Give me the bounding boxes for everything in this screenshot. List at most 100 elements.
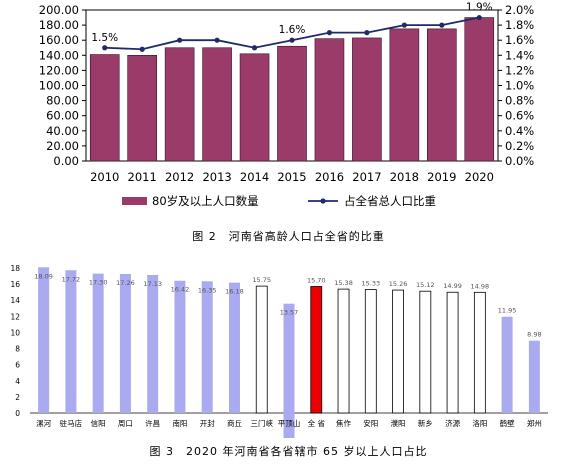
line-data-label: 1.5% bbox=[91, 32, 118, 44]
bar-value-label: 17.72 bbox=[62, 275, 81, 283]
line-data-label: 1.6% bbox=[279, 24, 306, 36]
bar-2014 bbox=[239, 53, 270, 162]
bar-济源 bbox=[446, 291, 459, 414]
bar-2020 bbox=[464, 17, 495, 162]
y-tick-label: 4 bbox=[15, 377, 20, 386]
legend-swatch-marker bbox=[320, 198, 326, 204]
bar-value-label: 16.42 bbox=[171, 286, 190, 294]
y-tick-label: 14 bbox=[10, 296, 20, 305]
bar-2012 bbox=[164, 47, 195, 162]
bar-value-label: 14.98 bbox=[471, 282, 490, 290]
x-tick-label: 安阳 bbox=[363, 418, 378, 428]
line-point-2011 bbox=[139, 46, 145, 52]
line-point-2020 bbox=[476, 14, 482, 21]
line-point-2017 bbox=[364, 30, 370, 36]
y-left-tick-label: 60.00 bbox=[46, 109, 79, 123]
x-tick-label: 信阳 bbox=[91, 418, 106, 428]
bar-2016 bbox=[314, 38, 345, 162]
line-point-2015 bbox=[289, 37, 295, 43]
y-tick-label: 16 bbox=[10, 280, 20, 289]
line-point-2010 bbox=[102, 45, 108, 51]
bar-value-label: 16.18 bbox=[225, 288, 244, 296]
chart-3-bar: 0 2 4 6 8 10 12 14 16 18 18.09 漯河 17.72 驻马店 17.30 信阳 17.… bbox=[10, 264, 548, 438]
line-point-2016 bbox=[326, 30, 333, 36]
bar-2010 bbox=[89, 54, 120, 162]
bar-周口 bbox=[119, 273, 131, 413]
x-tick-label: 全 省 bbox=[308, 418, 326, 428]
legend-swatch-bars bbox=[122, 197, 147, 205]
line-point-2013 bbox=[214, 37, 220, 43]
bar-洛阳 bbox=[473, 291, 486, 414]
y-right-tick-label: 0.2% bbox=[505, 139, 534, 153]
bar-安阳 bbox=[364, 289, 377, 414]
bar-2017 bbox=[352, 37, 382, 162]
bar-2018 bbox=[389, 28, 420, 162]
y-left-tick-label: 200.00 bbox=[39, 3, 79, 17]
x-tick-label: 2017 bbox=[352, 170, 381, 184]
x-tick-label: 鹤壁 bbox=[500, 418, 515, 428]
bar-三门峡 bbox=[255, 285, 268, 414]
bar-新乡 bbox=[419, 290, 432, 414]
bar-value-label: 13.57 bbox=[280, 309, 299, 317]
bar-平顶山 bbox=[283, 303, 295, 438]
chart-3-caption: 图 3 2020 年河南省各省辖市 65 岁以上人口占比 bbox=[149, 445, 428, 458]
y-tick-label: 12 bbox=[10, 312, 20, 321]
x-tick-label: 开封 bbox=[200, 418, 215, 428]
y-left-tick-label: 160.00 bbox=[39, 33, 79, 47]
x-tick-label: 2019 bbox=[427, 170, 456, 184]
x-tick-label: 南阳 bbox=[172, 418, 187, 428]
x-tick-label: 2013 bbox=[202, 170, 231, 184]
x-tick-label: 2016 bbox=[315, 170, 344, 184]
y-left-tick-label: 20.00 bbox=[46, 139, 79, 153]
bar-value-label: 17.30 bbox=[89, 279, 108, 287]
x-tick-label: 郑州 bbox=[527, 418, 542, 428]
bar-value-label: 16.35 bbox=[198, 286, 217, 294]
y-left-tick-label: 140.00 bbox=[39, 48, 79, 62]
bar-value-label: 17.13 bbox=[143, 280, 162, 288]
bar-2019 bbox=[427, 28, 457, 162]
x-tick-label: 2012 bbox=[165, 170, 194, 184]
bar-2011 bbox=[127, 54, 157, 162]
y-left-tick-label: 40.00 bbox=[46, 124, 79, 138]
bar-2015 bbox=[277, 45, 307, 162]
bar-value-label: 14.99 bbox=[443, 282, 462, 290]
line-point-2018 bbox=[401, 22, 407, 28]
y-tick-label: 6 bbox=[15, 361, 20, 370]
x-tick-label: 2010 bbox=[90, 170, 119, 184]
bar-漯河 bbox=[38, 267, 50, 413]
y-left-tick-label: 180.00 bbox=[39, 18, 79, 32]
x-tick-label: 济源 bbox=[445, 418, 460, 428]
y-right-tick-label: 1.2% bbox=[505, 63, 534, 77]
legend-label-line: 占全省总人口比重 bbox=[344, 194, 436, 208]
bar-许昌 bbox=[147, 275, 159, 413]
bar-信阳 bbox=[92, 273, 104, 413]
x-tick-label: 2020 bbox=[465, 170, 494, 184]
x-tick-label: 2018 bbox=[390, 170, 419, 184]
bar-开封 bbox=[201, 281, 213, 413]
y-left-tick-label: 0.00 bbox=[53, 154, 79, 168]
bar-value-label: 15.70 bbox=[307, 277, 326, 285]
bar-value-label: 15.75 bbox=[252, 276, 271, 284]
bar-郑州 bbox=[528, 340, 540, 413]
x-tick-label: 焦作 bbox=[336, 418, 351, 428]
x-tick-label: 洛阳 bbox=[472, 418, 487, 428]
y-tick-label: 10 bbox=[10, 328, 20, 337]
legend-label-bars: 80岁及以上人口数量 bbox=[152, 194, 259, 208]
y-tick-label: 0 bbox=[15, 409, 20, 418]
x-tick-label: 漯河 bbox=[36, 418, 51, 428]
bar-南阳 bbox=[174, 280, 186, 413]
x-tick-label: 周口 bbox=[118, 419, 133, 428]
bar-全 省 bbox=[310, 286, 323, 414]
y-left-tick-label: 80.00 bbox=[46, 94, 79, 108]
y-right-tick-label: 0.4% bbox=[505, 124, 534, 138]
x-tick-label: 三门峡 bbox=[250, 418, 273, 428]
bar-驻马店 bbox=[65, 270, 77, 413]
y-left-tick-label: 100.00 bbox=[39, 79, 79, 93]
y-right-tick-label: 1.8% bbox=[505, 18, 534, 32]
x-tick-label: 2014 bbox=[240, 170, 269, 184]
x-tick-label: 2015 bbox=[277, 170, 306, 184]
y-tick-label: 18 bbox=[10, 264, 20, 273]
x-tick-label: 平顶山 bbox=[278, 418, 301, 428]
bar-value-label: 15.26 bbox=[389, 280, 408, 288]
x-tick-label: 许昌 bbox=[145, 418, 160, 428]
